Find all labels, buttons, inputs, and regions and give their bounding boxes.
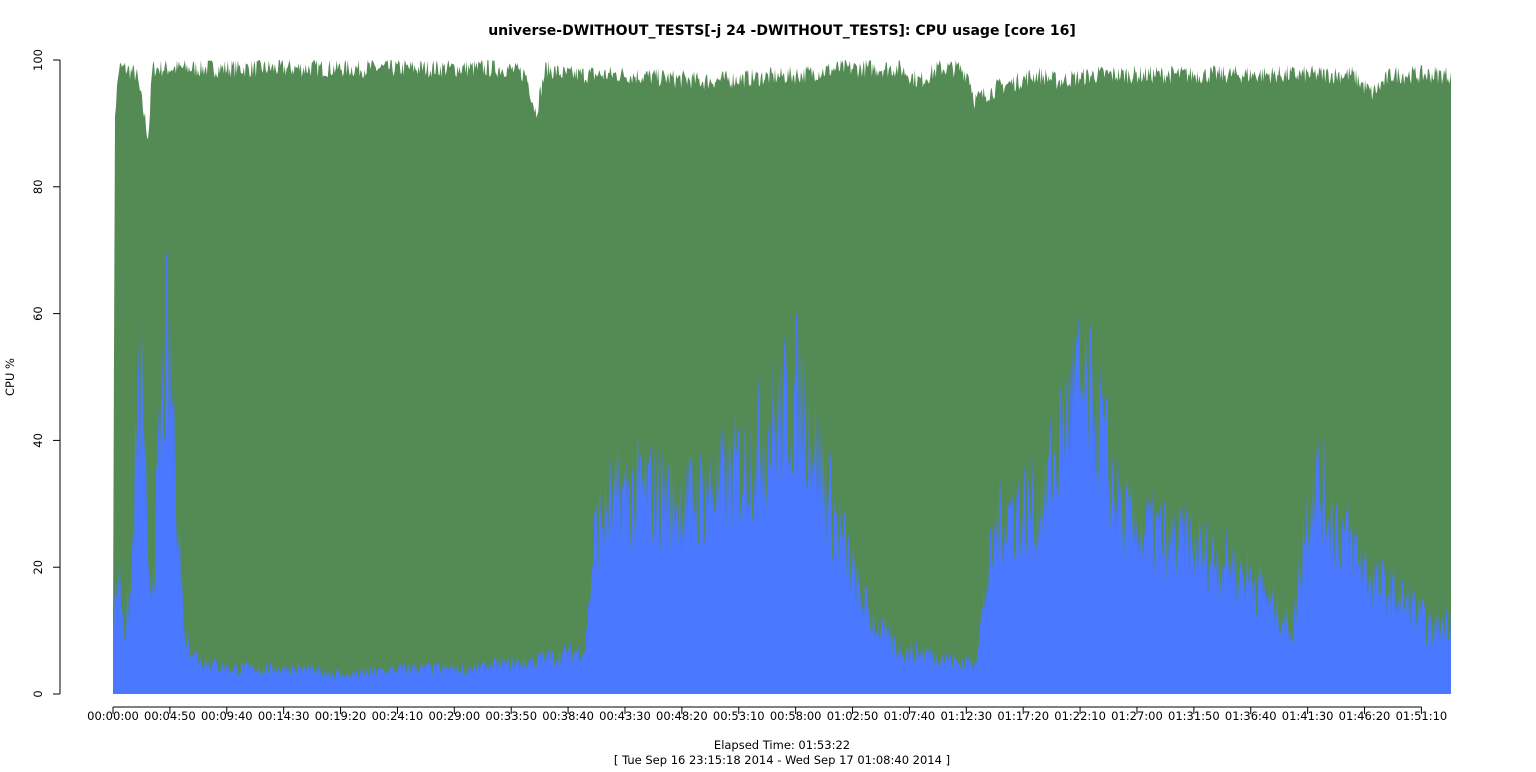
x-tick-label: 00:14:30 xyxy=(258,709,310,723)
x-tick-label: 00:04:50 xyxy=(144,709,196,723)
x-tick-label: 00:38:40 xyxy=(542,709,594,723)
y-axis-label: CPU % xyxy=(3,358,17,396)
x-tick-label: 01:51:10 xyxy=(1396,709,1448,723)
x-tick-label: 00:24:10 xyxy=(372,709,424,723)
x-tick-label: 00:58:00 xyxy=(770,709,822,723)
x-tick-label: 00:19:20 xyxy=(315,709,367,723)
x-tick-label: 00:00:00 xyxy=(87,709,139,723)
x-tick-label: 00:48:20 xyxy=(656,709,708,723)
x-tick-label: 01:07:40 xyxy=(884,709,936,723)
x-tick-label: 01:02:50 xyxy=(827,709,879,723)
x-tick-label: 00:29:00 xyxy=(428,709,480,723)
y-tick-label: 60 xyxy=(31,306,45,321)
area-layer xyxy=(113,60,1451,694)
x-axis: 00:00:00 00:04:50 00:09:40 00:14:30 00:19:20… xyxy=(87,706,1448,723)
x-tick-label: 01:22:10 xyxy=(1054,709,1106,723)
x-tick-label: 01:36:40 xyxy=(1225,709,1277,723)
y-tick-label: 100 xyxy=(31,49,45,71)
y-tick-label: 20 xyxy=(31,560,45,575)
x-tick-label: 00:09:40 xyxy=(201,709,253,723)
x-tick-label: 00:53:10 xyxy=(713,709,765,723)
y-tick-label: 80 xyxy=(31,179,45,194)
x-tick-label: 00:43:30 xyxy=(599,709,651,723)
x-tick-label: 01:31:50 xyxy=(1168,709,1220,723)
x-tick-label: 01:46:20 xyxy=(1339,709,1391,723)
x-tick-label: 01:17:20 xyxy=(997,709,1049,723)
y-axis: 0 20 40 60 80 100 xyxy=(31,49,61,698)
x-tick-label: 01:41:30 xyxy=(1282,709,1334,723)
x-axis-date-range: [ Tue Sep 16 23:15:18 2014 - Wed Sep 17 … xyxy=(614,753,950,767)
y-tick-label: 40 xyxy=(31,433,45,448)
chart-title: universe-DWITHOUT_TESTS[-j 24 -DWITHOUT_… xyxy=(488,23,1076,39)
y-tick-label: 0 xyxy=(31,690,45,697)
series-sys-area xyxy=(113,250,1451,694)
x-tick-label: 01:12:30 xyxy=(940,709,992,723)
x-tick-label: 01:27:00 xyxy=(1111,709,1163,723)
x-tick-label: 00:33:50 xyxy=(485,709,537,723)
x-axis-label: Elapsed Time: 01:53:22 xyxy=(714,738,850,752)
